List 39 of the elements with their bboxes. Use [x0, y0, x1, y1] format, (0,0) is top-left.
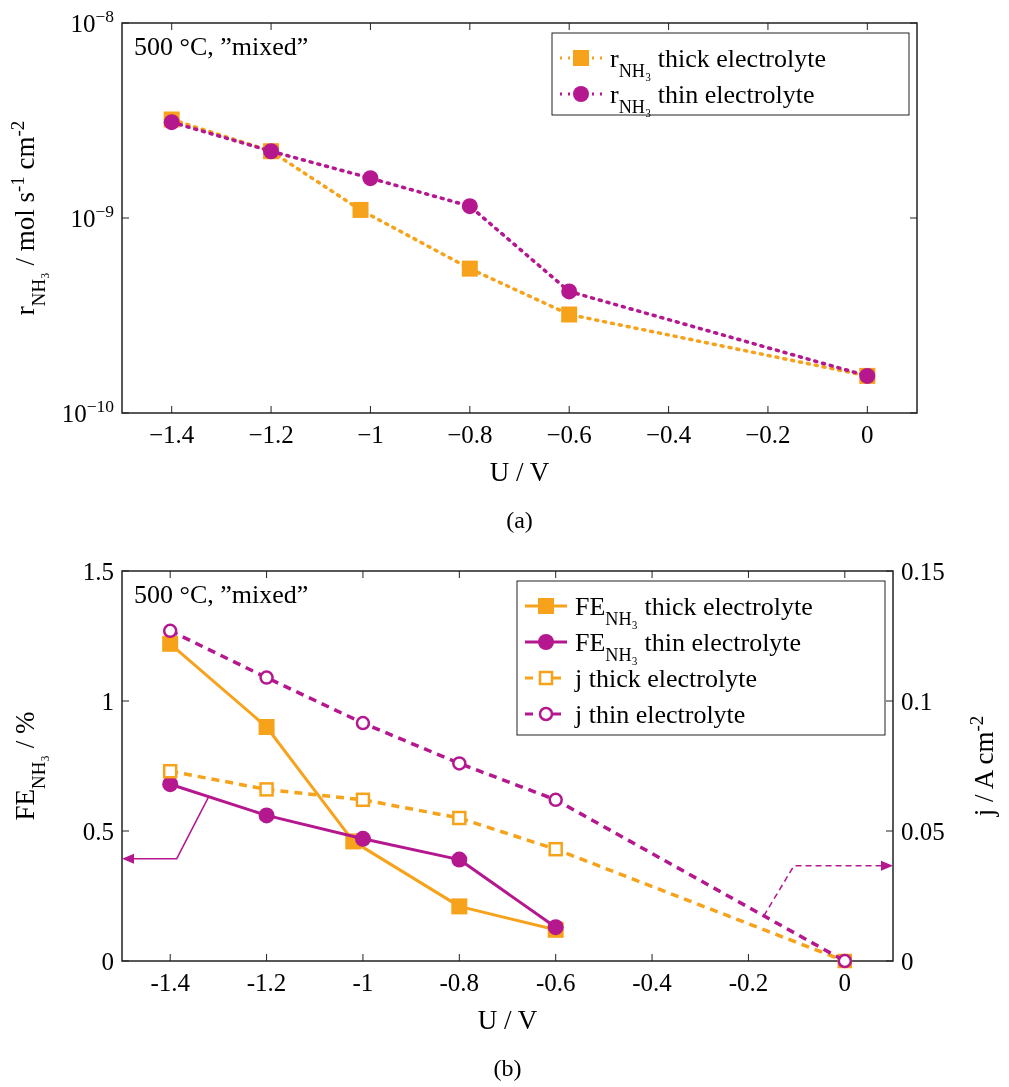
y-tick-label: 1 [101, 688, 114, 715]
x-tick-label: -0.4 [632, 969, 673, 996]
annotation: 500 °C, ”mixed” [134, 32, 309, 61]
legend-label: FE$_{NH₃}$ thick electrolyte [575, 592, 813, 629]
x-axis-title: U / V [489, 457, 550, 487]
text: (b) [493, 1055, 522, 1081]
x-axis-title: U / V [477, 1005, 538, 1035]
x-tick-label: -1.2 [246, 969, 287, 996]
legend-label: FE$_{NH₃}$ thin electrolyte [575, 628, 802, 665]
legend-label: r$_{NH₃}$ thin electrolyte [610, 80, 815, 117]
y-tick-label: 10$^{−8}$ [70, 6, 115, 37]
text: (a) [506, 507, 533, 533]
x-tick-label: −1.4 [149, 421, 195, 448]
legend-label: j thin electrolyte [574, 700, 746, 729]
legend-label: r$_{NH₃}$ thick electrolyte [610, 44, 826, 81]
x-tick-label: −1.2 [248, 421, 294, 448]
legend-label: j thick electrolyte [574, 664, 757, 693]
x-tick-label: −0.8 [447, 421, 493, 448]
y2-tick-label: 0.1 [901, 688, 933, 715]
y2-tick-label: 0 [901, 948, 914, 975]
x-tick-label: −0.2 [745, 421, 791, 448]
x-tick-label: -0.8 [439, 969, 480, 996]
y-tick-label: 1.5 [82, 558, 114, 585]
x-tick-label: 0 [861, 421, 874, 448]
x-tick-label: -1.4 [150, 969, 191, 996]
annotation: 500 °C, ”mixed” [134, 580, 309, 609]
x-tick-label: -0.2 [728, 969, 769, 996]
x-tick-label: −0.4 [645, 421, 692, 448]
y-tick-label: 0 [101, 948, 114, 975]
x-tick-label: 0 [838, 969, 852, 996]
x-tick-label: -1 [352, 969, 374, 996]
y2-tick-label: 0.15 [901, 558, 945, 585]
y-tick-label: 0.5 [82, 818, 114, 845]
x-tick-label: −0.6 [546, 421, 592, 448]
x-tick-label: -0.6 [535, 969, 576, 996]
y2-tick-label: 0.05 [901, 818, 945, 845]
y-tick-label: 10$^{−9}$ [70, 201, 115, 232]
x-tick-label: −1 [357, 421, 384, 448]
y-tick-label: 10$^{−10}$ [61, 396, 115, 427]
